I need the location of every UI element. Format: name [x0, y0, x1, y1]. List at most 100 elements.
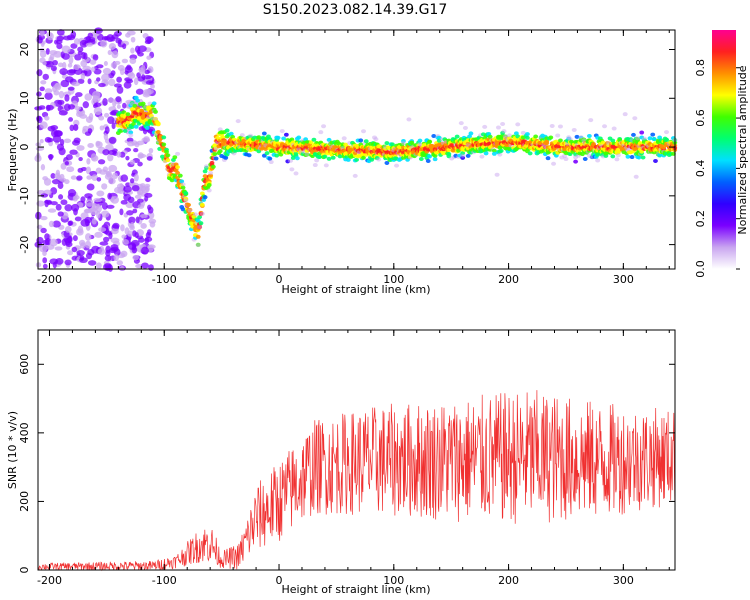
spectrogram-cell — [373, 137, 379, 142]
spectrogram-cell — [120, 199, 128, 205]
spectrogram-cell — [557, 124, 563, 129]
spectrogram-cell — [106, 34, 114, 42]
spectrogram-cell — [107, 154, 114, 162]
spectrogram-y-tick-label: -20 — [18, 236, 31, 254]
snr-x-tick-label: 300 — [613, 574, 634, 587]
spectrogram-cell — [48, 220, 55, 228]
spectrogram-cell — [95, 140, 101, 147]
spectrogram-cell — [86, 202, 94, 207]
spectrogram-cell — [110, 61, 118, 69]
spectrogram-cell — [148, 147, 154, 154]
spectrogram-cell — [119, 208, 124, 216]
spectrogram-cell — [127, 230, 133, 237]
spectrogram-cell — [116, 260, 124, 266]
spectrogram-cell — [203, 164, 209, 169]
spectrogram-cell — [68, 117, 74, 122]
spectrogram-cell — [179, 179, 185, 184]
spectrogram-cell — [458, 121, 464, 126]
spectrogram-cell — [192, 212, 198, 217]
spectrogram-cell — [321, 124, 327, 129]
spectrogram-cell — [35, 262, 42, 268]
spectrogram-cell — [79, 257, 88, 264]
spectrogram-cell — [100, 39, 108, 48]
spectrogram-cell — [102, 149, 110, 156]
spectrogram-cell — [103, 236, 110, 243]
spectrogram-cell — [145, 177, 151, 183]
spectrogram-cell — [440, 151, 446, 156]
spectrogram-cell — [129, 125, 135, 130]
spectrogram-cell — [46, 137, 54, 143]
spectrogram-cell — [664, 137, 669, 142]
spectrogram-cell — [91, 218, 97, 225]
spectrogram-cell — [610, 138, 616, 143]
spectrogram-cell — [513, 131, 519, 136]
spectrogram-cell — [130, 36, 136, 43]
spectrogram-cell — [98, 227, 107, 232]
snr-x-ticks: -200 -100 0 100 200 300 — [37, 330, 670, 587]
spectrogram-cell — [132, 103, 138, 108]
spectrogram-cell — [130, 222, 135, 229]
spectrogram-cell — [595, 158, 601, 163]
spectrogram-cell — [44, 92, 53, 100]
spectrogram-cell — [195, 243, 201, 248]
spectrogram-cell — [140, 223, 147, 229]
spectrogram-cell — [62, 61, 67, 70]
colorbar-tick-label: 0.2 — [694, 210, 707, 228]
spectrogram-cell — [85, 233, 92, 241]
spectrogram-cell — [483, 151, 489, 156]
spectrogram-cell — [39, 121, 48, 129]
spectrogram-cell — [155, 130, 161, 135]
spectrogram-cell — [110, 195, 119, 204]
colorbar-tick-label: 0.6 — [694, 109, 707, 127]
spectrogram-cell — [180, 182, 186, 187]
spectrogram-cell — [93, 197, 103, 203]
spectrogram-cell — [87, 142, 94, 148]
spectrogram-cell — [39, 138, 44, 144]
spectrogram-cell — [54, 246, 63, 251]
spectrogram-cell — [111, 50, 119, 59]
chart-title: S150.2023.082.14.39.G17 — [263, 2, 448, 18]
spectrogram-cell — [47, 208, 57, 213]
spectrogram-cell — [101, 73, 110, 82]
spectrogram-cell — [71, 246, 78, 253]
spectrogram-cell — [515, 122, 521, 127]
spectrogram-cell — [56, 43, 63, 50]
spectrogram-cell — [116, 104, 121, 109]
spectrogram-cell — [147, 204, 152, 211]
snr-x-tick-label: 200 — [498, 574, 519, 587]
spectrogram-cell — [187, 208, 193, 213]
spectrogram-cell — [573, 159, 579, 164]
spectrogram-cell — [77, 46, 84, 53]
spectrogram-cell — [563, 157, 569, 162]
spectrogram-cell — [64, 225, 72, 233]
spectrogram-cell — [180, 185, 186, 190]
spectrogram-cell — [197, 215, 203, 220]
spectrogram-cell — [40, 164, 46, 171]
spectrogram-cell — [288, 158, 294, 163]
spectrogram-cell — [165, 153, 171, 158]
spectrogram-cell — [107, 116, 115, 124]
spectrogram-cell — [70, 175, 77, 180]
spectrogram-cell — [120, 224, 125, 232]
spectrogram-cell — [49, 50, 58, 55]
snr-ylabel: SNR (10 * v/v) — [6, 411, 19, 489]
spectrogram-cell — [42, 263, 48, 269]
spectrogram-cell — [40, 216, 48, 221]
spectrogram-cell — [296, 135, 302, 140]
spectrogram-cell — [102, 98, 108, 106]
spectrogram-cell — [622, 112, 628, 117]
spectrogram-heatmap — [34, 27, 678, 272]
spectrogram-cell — [467, 134, 472, 139]
spectrogram-cell — [40, 80, 47, 85]
spectrogram-cell — [72, 139, 80, 146]
spectrogram-cell — [491, 151, 497, 156]
spectrogram-cell — [95, 204, 102, 213]
spectrogram-cell — [308, 140, 314, 145]
spectrogram-cell — [92, 90, 101, 99]
spectrogram-cell — [65, 76, 74, 83]
spectrogram-cell — [96, 177, 102, 182]
spectrogram-cell — [65, 241, 73, 248]
spectrogram-cell — [639, 130, 645, 135]
spectrogram-cell — [113, 83, 122, 88]
